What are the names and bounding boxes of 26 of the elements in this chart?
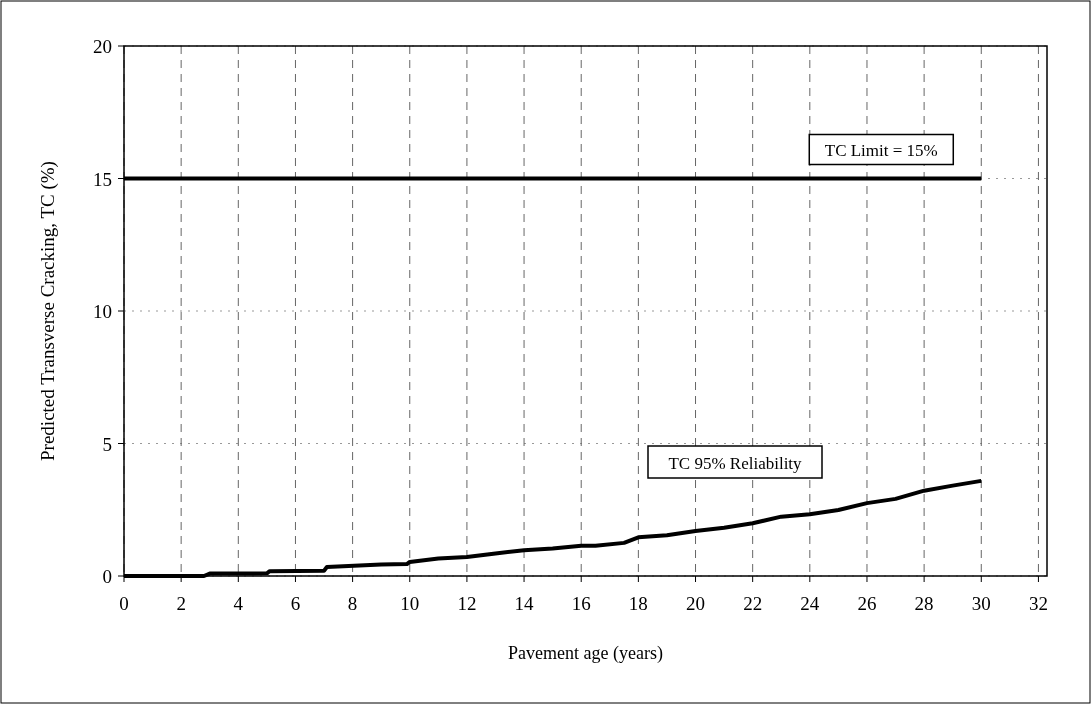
x-tick-label: 16: [571, 593, 591, 614]
x-tick-label: 30: [971, 593, 991, 614]
x-tick-label: 8: [347, 593, 358, 614]
y-axis-title: Predicted Transverse Cracking, TC (%): [37, 161, 59, 461]
y-tick-label: 20: [93, 36, 112, 57]
y-tick-label: 10: [93, 301, 112, 322]
x-tick-label: 26: [857, 593, 877, 614]
x-tick-label: 6: [290, 593, 301, 614]
y-tick-label: 15: [93, 168, 112, 190]
y-tick-label: 0: [102, 566, 112, 587]
x-tick-label: 20: [686, 593, 706, 614]
x-tick-label: 24: [800, 593, 820, 614]
x-tick-label: 2: [176, 593, 186, 614]
x-axis-title: Pavement age (years): [508, 643, 663, 664]
x-tick-label: 12: [457, 593, 477, 614]
x-tick-label: 14: [514, 593, 535, 614]
x-tick-label: 0: [119, 593, 129, 614]
y-tick-label: 5: [102, 433, 112, 455]
annotation: TC 95% Reliability: [668, 454, 803, 473]
x-tick-label: 32: [1028, 593, 1048, 614]
x-tick-label: 18: [628, 593, 648, 614]
x-tick-label: 28: [914, 593, 934, 614]
x-tick-label: 10: [400, 593, 420, 614]
x-tick-label: 22: [743, 593, 763, 614]
x-tick-label: 4: [233, 593, 244, 614]
ref-line-label: TC Limit = 15%: [824, 140, 938, 160]
